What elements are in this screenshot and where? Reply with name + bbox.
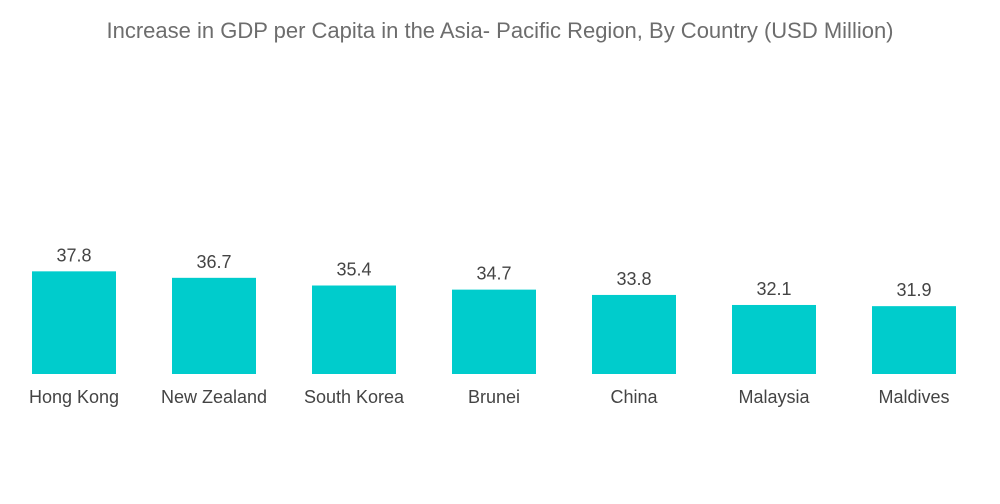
value-label: 34.7 (476, 264, 511, 284)
value-label: 31.9 (896, 280, 931, 300)
x-tick-label: Maldives (878, 387, 949, 407)
bar-south-korea (312, 285, 396, 374)
value-label: 32.1 (756, 279, 791, 299)
x-axis-tick-labels: Hong Kong New Zealand South Korea Brunei Chi… (29, 387, 950, 407)
x-tick-label: China (610, 387, 658, 407)
bars-layer (32, 271, 956, 374)
bar-new-zealand (172, 277, 256, 374)
bar-malaysia (732, 304, 816, 374)
bar-china (592, 294, 676, 374)
chart-title: Increase in GDP per Capita in the Asia- … (106, 18, 894, 43)
bar-brunei (452, 289, 536, 374)
bar-hong-kong (32, 271, 116, 374)
value-label: 36.7 (196, 252, 231, 272)
value-label: 37.8 (56, 245, 91, 265)
x-tick-label: South Korea (304, 387, 405, 407)
value-label: 33.8 (616, 269, 651, 289)
bar-maldives (872, 306, 956, 374)
x-tick-label: Brunei (468, 387, 520, 407)
x-tick-label: New Zealand (161, 387, 267, 407)
x-tick-label: Malaysia (738, 387, 810, 407)
value-label: 35.4 (336, 260, 371, 280)
x-tick-label: Hong Kong (29, 387, 119, 407)
value-labels-layer: 37.8 36.7 35.4 34.7 33.8 32.1 31.9 (56, 245, 931, 300)
